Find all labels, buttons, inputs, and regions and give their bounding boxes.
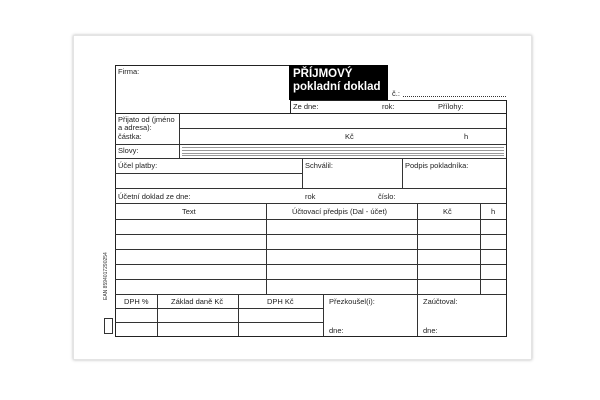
firma-label: Firma: — [118, 67, 140, 76]
prijato-label: Přijato od (jméno — [118, 115, 175, 124]
col-h: h — [491, 207, 496, 216]
castka-field[interactable] — [180, 129, 506, 144]
h-label: h — [464, 132, 469, 141]
table-row — [115, 234, 506, 235]
ucetni-rok-label: rok — [305, 192, 316, 201]
firma-box — [115, 65, 291, 114]
table-row — [115, 264, 506, 265]
zauctoval-label: Zaúčtoval: — [423, 297, 458, 306]
dph-kc-label: DPH Kč — [267, 297, 294, 306]
col-kc: Kč — [443, 207, 452, 216]
slovy-field[interactable] — [182, 147, 504, 156]
ucel-platby-label: Účel platby: — [118, 161, 158, 170]
number-field[interactable] — [403, 96, 506, 97]
table-row — [115, 219, 506, 220]
form-title: PŘÍJMOVÝ pokladní doklad — [289, 65, 388, 100]
ucetni-cislo-label: číslo: — [378, 192, 396, 201]
ucetni-doklad-label: Účetní doklad ze dne: — [118, 192, 191, 201]
rok-label: rok: — [382, 102, 395, 111]
castka-label: částka: — [118, 132, 142, 141]
podpis-label: Podpis pokladníka: — [405, 161, 469, 170]
ze-dne-label: Ze dne: — [293, 102, 319, 111]
ean-code: EAN 8594017290254 — [103, 252, 109, 300]
dph-pct-label: DPH % — [124, 297, 149, 306]
slovy-label: Slovy: — [118, 146, 139, 155]
table-row — [115, 279, 506, 280]
brand-logo — [104, 318, 113, 334]
ze-dne-row[interactable] — [290, 100, 507, 114]
prezkousel-label: Přezkoušel(i): — [329, 297, 375, 306]
kc-label: Kč — [345, 132, 354, 141]
main-body — [115, 113, 507, 337]
prijato-field[interactable] — [180, 114, 506, 128]
dne-label-2: dne: — [423, 326, 438, 335]
table-row — [115, 249, 506, 250]
col-uctovaci-predpis: Účtovací předpis (Dal - účet) — [292, 207, 388, 216]
dne-label-1: dne: — [329, 326, 344, 335]
number-label: č.: — [392, 89, 400, 98]
adresa-label: a adresa): — [118, 123, 152, 132]
col-text: Text — [182, 207, 196, 216]
zaklad-dane-label: Základ daně Kč — [171, 297, 224, 306]
prilohy-label: Přílohy: — [438, 102, 464, 111]
schvalil-label: Schválil: — [305, 161, 333, 170]
